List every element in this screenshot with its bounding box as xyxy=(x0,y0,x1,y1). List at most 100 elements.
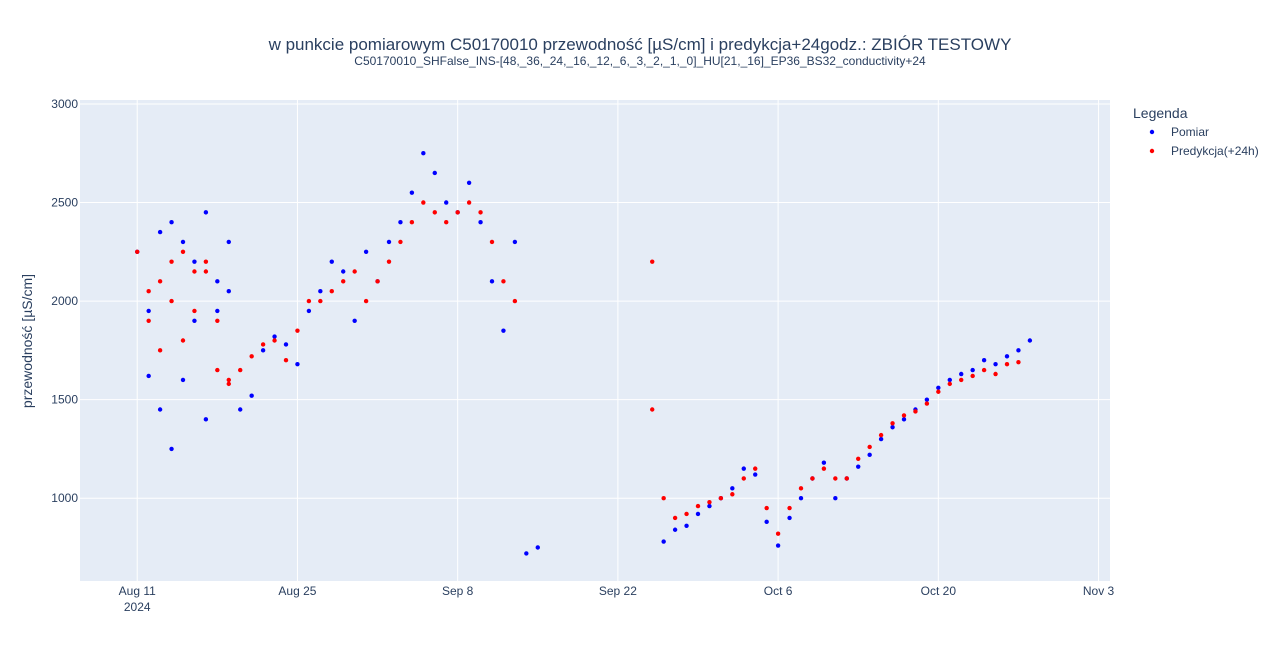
data-point xyxy=(524,551,529,556)
data-point xyxy=(970,367,975,373)
data-point xyxy=(272,334,277,339)
chart-title: w punkcie pomiarowym C50170010 przewodno… xyxy=(268,35,1012,54)
legend-title: Legenda xyxy=(1133,105,1188,121)
data-point xyxy=(329,259,334,264)
data-point xyxy=(512,298,518,304)
data-point xyxy=(192,259,197,264)
data-point xyxy=(421,151,426,156)
data-point xyxy=(306,308,312,314)
data-point xyxy=(398,220,403,225)
data-point xyxy=(489,239,495,245)
data-point xyxy=(215,367,220,373)
data-point xyxy=(764,505,769,511)
data-point xyxy=(695,511,701,517)
data-point xyxy=(260,342,266,347)
data-point xyxy=(993,371,998,377)
chart-subtitle: C50170010_SHFalse_INS-[48,_36,_24,_16,_1… xyxy=(354,54,926,68)
data-point xyxy=(1016,348,1021,353)
data-point xyxy=(707,499,712,505)
data-point xyxy=(283,342,289,347)
data-point xyxy=(226,377,231,383)
data-point xyxy=(478,220,483,225)
data-point xyxy=(386,259,392,264)
data-point xyxy=(856,464,861,469)
y-tick-label: 1000 xyxy=(51,491,78,505)
data-point xyxy=(444,220,449,225)
x-tick-label: Nov 3 xyxy=(1083,584,1115,598)
y-tick-label: 1500 xyxy=(51,393,78,407)
data-point xyxy=(684,511,689,517)
data-point xyxy=(821,466,827,471)
data-point xyxy=(341,279,346,284)
data-point xyxy=(135,249,140,254)
data-point xyxy=(947,377,952,383)
data-point xyxy=(203,210,209,215)
data-point xyxy=(878,436,884,442)
legend: Legenda Pomiar Predykcja(+24h) xyxy=(1133,105,1259,158)
data-point xyxy=(707,503,712,509)
data-point xyxy=(157,279,163,284)
data-point xyxy=(753,472,758,477)
plot-area[interactable] xyxy=(80,100,1110,581)
data-point xyxy=(901,417,907,422)
data-point xyxy=(180,338,186,343)
data-point xyxy=(169,446,174,452)
data-point xyxy=(764,519,769,525)
data-point xyxy=(787,515,792,521)
data-point xyxy=(169,298,174,304)
y-tick-label: 2000 xyxy=(51,294,78,308)
data-point xyxy=(1027,338,1033,343)
data-point xyxy=(409,190,415,195)
data-point xyxy=(867,444,872,450)
data-point xyxy=(924,397,930,402)
data-point xyxy=(169,220,174,225)
data-point xyxy=(718,496,724,501)
data-point xyxy=(363,298,369,304)
x-tick-sublabel: 2024 xyxy=(124,600,151,614)
data-point xyxy=(913,409,918,414)
data-point xyxy=(169,259,174,264)
data-point xyxy=(192,269,197,274)
data-point xyxy=(867,452,872,458)
data-point xyxy=(203,259,209,264)
data-point xyxy=(798,486,804,491)
data-point xyxy=(432,210,437,215)
x-tick-label: Aug 25 xyxy=(278,584,316,598)
data-point xyxy=(157,348,163,353)
x-tick-label: Sep 8 xyxy=(442,584,474,598)
series-predykcja xyxy=(135,200,1021,536)
y-tick-label: 2500 xyxy=(51,196,78,210)
data-point xyxy=(672,527,678,532)
data-point xyxy=(146,289,151,294)
data-point xyxy=(215,318,220,323)
y-axis-title: przewodność [µS/cm] xyxy=(19,274,35,408)
x-gridlines xyxy=(136,100,1100,581)
data-point xyxy=(1004,354,1010,359)
data-point xyxy=(970,373,975,379)
data-point xyxy=(455,210,460,215)
data-point xyxy=(192,318,197,323)
x-tick-label: Oct 6 xyxy=(764,584,793,598)
x-tick-label: Aug 11 xyxy=(119,584,156,598)
data-point xyxy=(386,239,392,245)
data-point xyxy=(180,249,186,254)
legend-label: Pomiar xyxy=(1171,125,1209,139)
data-point xyxy=(947,381,952,387)
data-point xyxy=(215,308,220,314)
data-point xyxy=(146,318,151,323)
data-point xyxy=(466,200,472,205)
data-point xyxy=(306,298,312,304)
data-point xyxy=(341,269,346,274)
data-point xyxy=(203,417,209,422)
y-tick-label: 3000 xyxy=(51,97,78,111)
data-point xyxy=(936,385,941,391)
data-point xyxy=(730,492,735,497)
y-axis-ticks: 1000 1500 2000 2500 3000 xyxy=(51,97,78,505)
data-point xyxy=(924,401,930,406)
data-point xyxy=(661,539,666,544)
data-point xyxy=(432,170,437,176)
data-point xyxy=(810,476,815,481)
data-point xyxy=(238,367,243,373)
x-axis-ticks: Aug 11 2024 Aug 25 Sep 8 Sep 22 Oct 6 Oct 20 No… xyxy=(119,584,1115,614)
data-point xyxy=(684,523,689,529)
